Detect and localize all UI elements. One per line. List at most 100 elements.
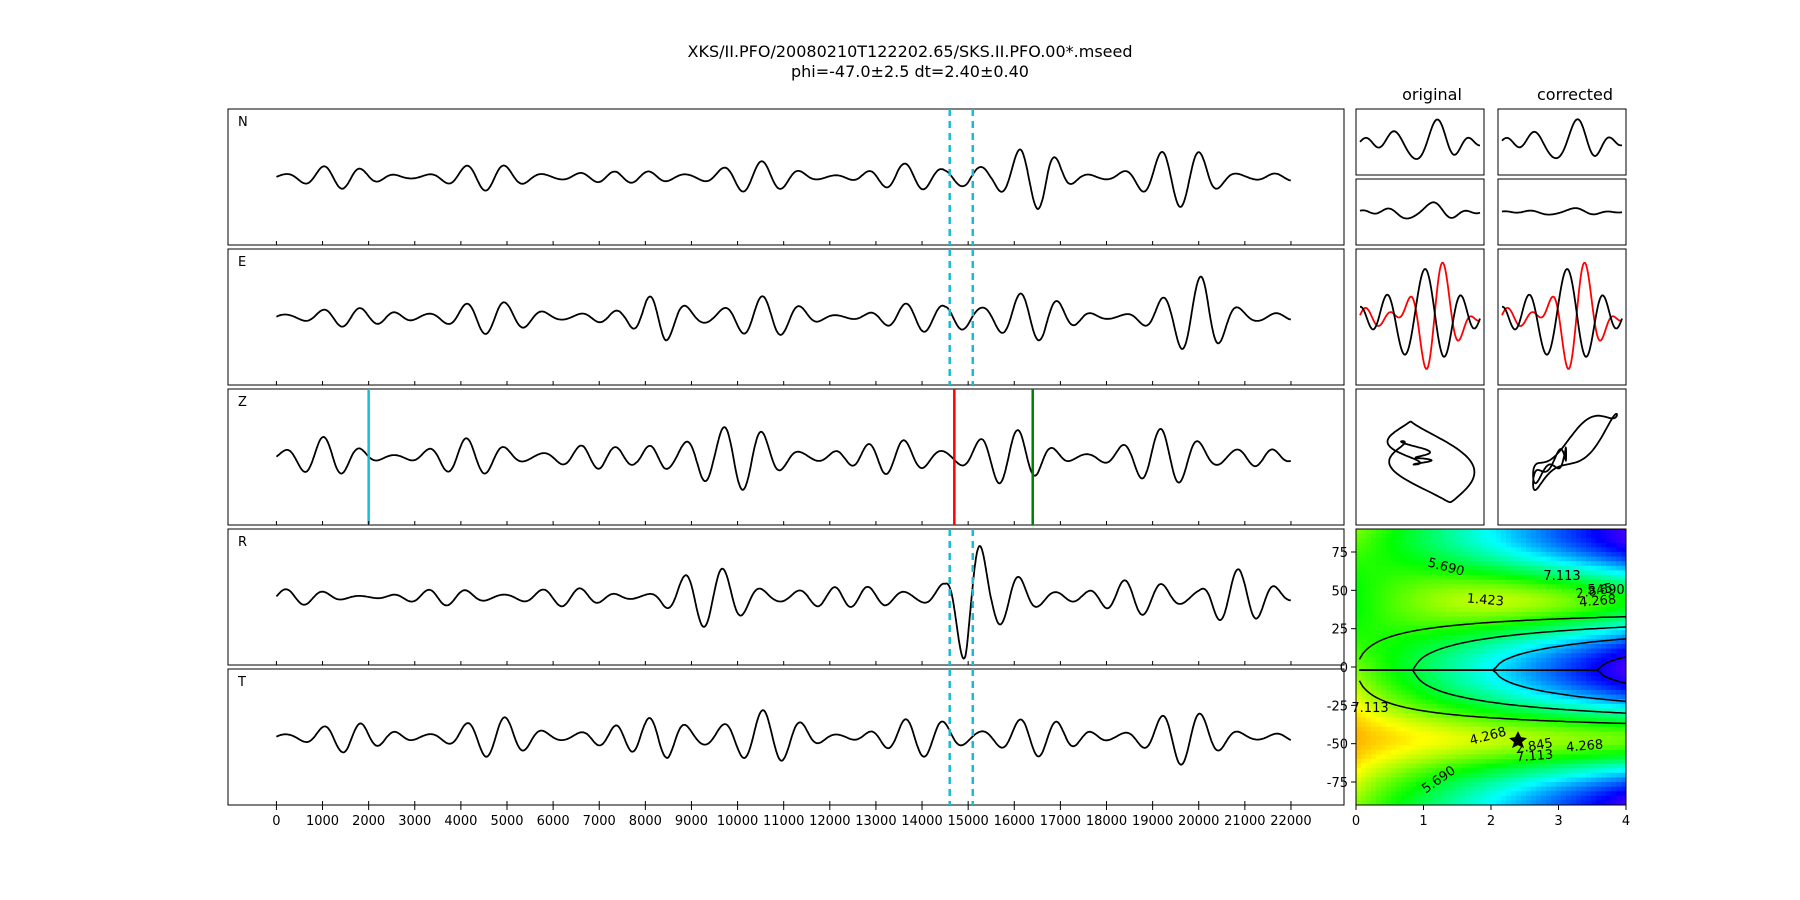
small-panel-frame (1497, 248, 1627, 386)
heatmap-cell (1526, 529, 1532, 535)
heatmap-cell (1461, 703, 1467, 709)
heatmap-cell (1411, 630, 1417, 636)
heatmap-cell (1496, 542, 1502, 548)
heatmap-cell (1456, 786, 1462, 792)
heatmap-cell (1621, 685, 1626, 691)
heatmap-cell (1551, 538, 1557, 544)
heatmap-cell (1466, 736, 1472, 742)
heatmap-cell (1496, 593, 1502, 599)
heatmap-cell (1491, 671, 1497, 677)
heatmap-cell (1596, 740, 1602, 746)
heatmap-cell (1476, 685, 1482, 691)
heatmap-cell (1526, 708, 1532, 714)
heatmap-cell (1441, 795, 1447, 801)
heatmap-cell (1456, 644, 1462, 650)
heatmap-cell (1526, 662, 1532, 668)
heatmap-cell (1521, 561, 1527, 567)
heatmap-cell (1466, 772, 1472, 778)
heatmap-cell (1376, 768, 1382, 774)
heatmap-cell (1621, 616, 1626, 622)
heatmap-cell (1421, 795, 1427, 801)
heatmap-cell (1481, 777, 1487, 783)
heatmap-cell (1546, 777, 1552, 783)
heatmap-cell (1446, 575, 1452, 581)
heatmap-cell (1491, 639, 1497, 645)
heatmap-cell (1581, 598, 1587, 604)
heatmap-cell (1386, 713, 1392, 719)
heatmap-cell (1481, 749, 1487, 755)
heatmap-cell (1491, 552, 1497, 558)
heatmap-cell (1556, 529, 1562, 535)
heatmap-cell (1436, 676, 1442, 682)
heatmap-cell (1446, 579, 1452, 585)
heatmap-cell (1391, 533, 1397, 539)
heatmap-cell (1596, 754, 1602, 760)
heatmap-cell (1426, 579, 1432, 585)
heatmap-cell (1446, 754, 1452, 760)
heatmap-cell (1546, 791, 1552, 797)
heatmap-cell (1511, 759, 1517, 765)
heatmap-cell (1536, 777, 1542, 783)
heatmap-cell (1511, 690, 1517, 696)
heatmap-cell (1621, 602, 1626, 608)
heatmap-cell (1466, 671, 1472, 677)
heatmap-cell (1541, 570, 1547, 576)
heatmap-cell (1391, 795, 1397, 801)
heatmap-cell (1366, 671, 1372, 677)
heatmap-cell (1541, 542, 1547, 548)
heatmap-cell (1411, 570, 1417, 576)
heatmap-cell (1391, 598, 1397, 604)
heatmap-cell (1506, 653, 1512, 659)
heatmap-cell (1576, 529, 1582, 535)
heatmap-cell (1406, 584, 1412, 590)
heatmap-cell (1366, 740, 1372, 746)
heatmap-cell (1621, 768, 1626, 774)
heatmap-cell (1431, 713, 1437, 719)
heatmap-cell (1481, 763, 1487, 769)
heatmap-cell (1516, 772, 1522, 778)
heatmap-cell (1576, 690, 1582, 696)
heatmap-cell (1551, 786, 1557, 792)
small-panel-frame (1497, 108, 1627, 176)
heatmap-cell (1526, 731, 1532, 737)
heatmap-cell (1396, 533, 1402, 539)
heatmap-cell (1381, 662, 1387, 668)
heatmap-cell (1531, 598, 1537, 604)
heatmap-cell (1361, 745, 1367, 751)
heatmap-cell (1376, 584, 1382, 590)
heatmap-cell (1616, 800, 1622, 805)
heatmap-cell (1526, 671, 1532, 677)
heatmap-cell (1416, 616, 1422, 622)
heatmap-cell (1461, 630, 1467, 636)
heatmap-cell (1556, 694, 1562, 700)
heatmap-cell (1601, 772, 1607, 778)
heatmap-cell (1591, 685, 1597, 691)
heatmap-cell (1571, 754, 1577, 760)
heatmap-cell (1576, 772, 1582, 778)
heatmap-cell (1591, 561, 1597, 567)
heatmap-cell (1516, 625, 1522, 631)
heatmap-cell (1501, 602, 1507, 608)
heatmap-cell (1606, 630, 1612, 636)
heatmap-cell (1546, 800, 1552, 805)
heatmap-cell (1451, 703, 1457, 709)
heatmap-cell (1516, 621, 1522, 627)
heatmap-cell (1401, 782, 1407, 788)
heatmap-cell (1391, 745, 1397, 751)
heatmap-cell (1496, 621, 1502, 627)
heatmap-cell (1491, 786, 1497, 792)
heatmap-cell (1546, 772, 1552, 778)
heatmap-cell (1416, 588, 1422, 594)
heatmap-cell (1586, 556, 1592, 562)
heatmap-cell (1511, 699, 1517, 705)
heatmap-cell (1466, 602, 1472, 608)
heatmap-cell (1456, 703, 1462, 709)
heatmap-cell (1366, 611, 1372, 617)
heatmap-cell (1541, 694, 1547, 700)
heatmap-cell (1586, 653, 1592, 659)
heatmap-cell (1421, 676, 1427, 682)
heatmap-cell (1506, 575, 1512, 581)
heatmap-cell (1476, 713, 1482, 719)
heatmap-cell (1586, 542, 1592, 548)
heatmap-cell (1376, 561, 1382, 567)
